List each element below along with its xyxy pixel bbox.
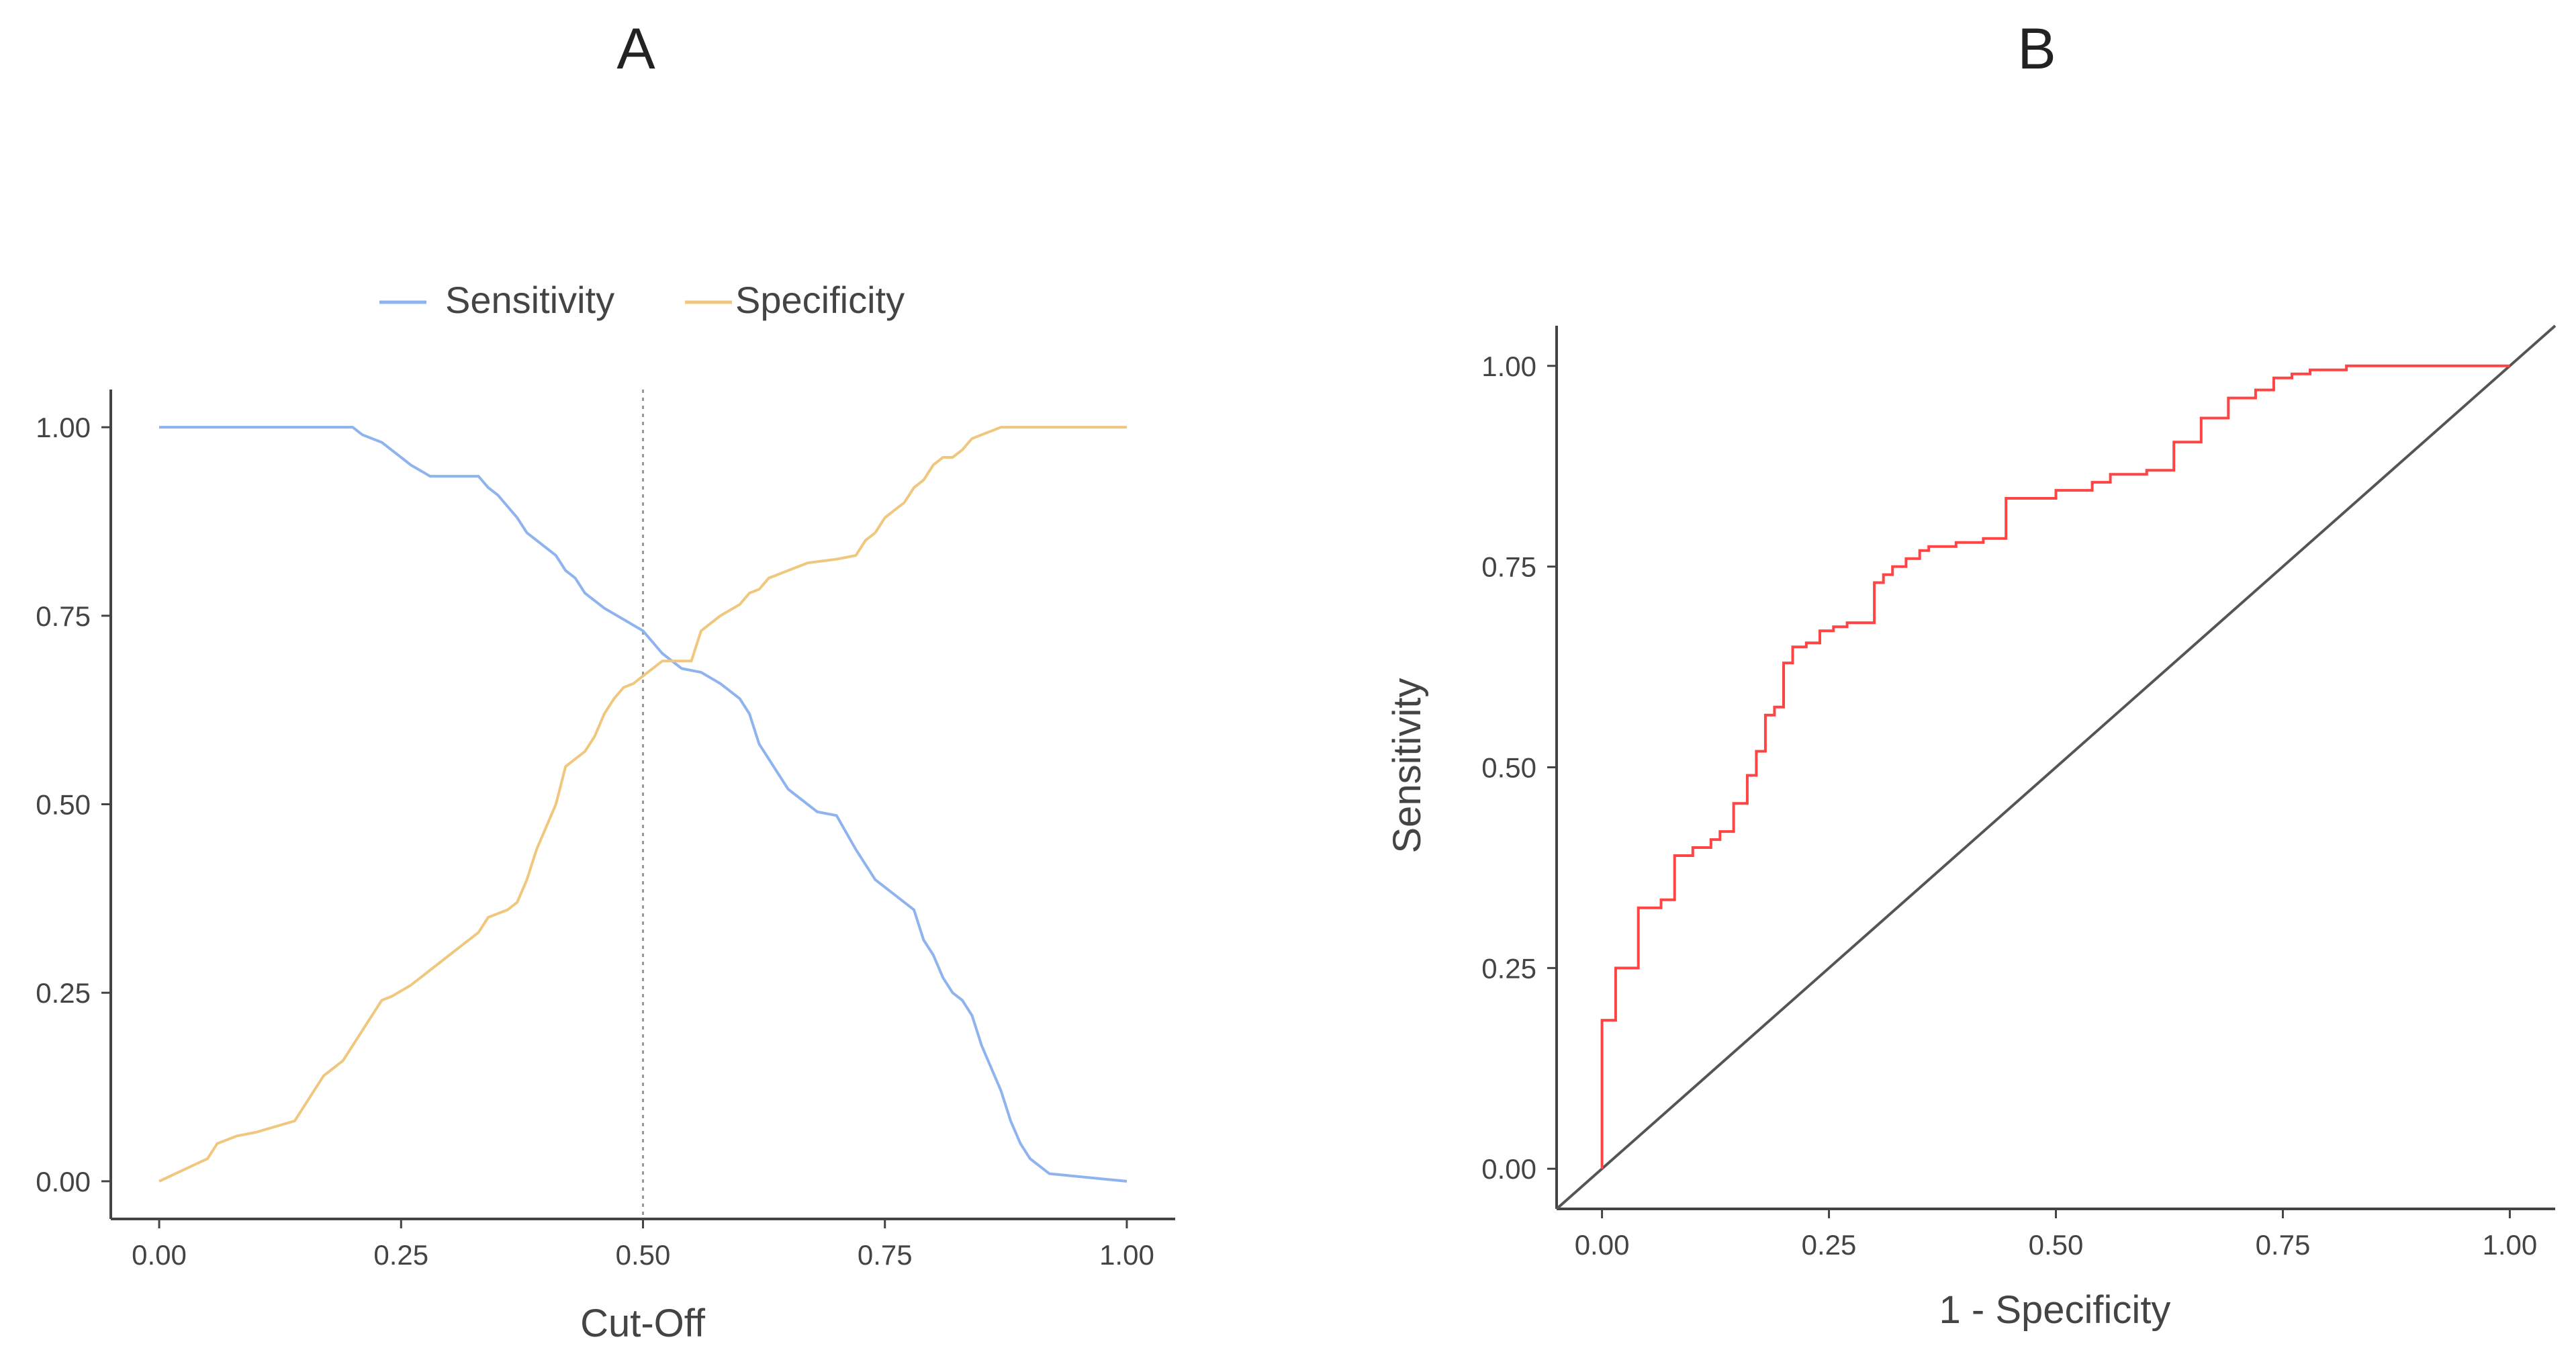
panel-a-xlabel: Cut-Off: [580, 1302, 706, 1345]
panel-a: A Sensitivity Specificity 0.000.000.250.…: [36, 17, 1175, 1345]
panel-a-y-tick-label: 0.50: [36, 789, 91, 821]
panel-b-x-tick-label: 0.25: [1802, 1229, 1857, 1261]
panel-a-title: A: [616, 17, 655, 81]
panel-b-y-tick-label: 0.25: [1481, 952, 1536, 984]
reference-diagonal-line: [1555, 324, 2557, 1210]
panel-a-x-tick-label: 0.00: [132, 1239, 187, 1271]
panel-a-y-tick-label: 0.25: [36, 977, 91, 1009]
panel-b-x-tick-label: 0.75: [2256, 1229, 2311, 1261]
panel-a-x-tick-label: 0.50: [616, 1239, 671, 1271]
panel-b-x-tick-label: 1.00: [2483, 1229, 2538, 1261]
panel-a-y-tick-label: 0.00: [36, 1166, 91, 1197]
panel-b-x-tick-label: 0.50: [2029, 1229, 2084, 1261]
panel-a-x-tick-label: 0.25: [373, 1239, 428, 1271]
roc-curve-line: [1600, 364, 2510, 1169]
panel-b-y-tick-label: 0.75: [1481, 551, 1536, 583]
panel-b-ylabel: Sensitivity: [1385, 678, 1429, 853]
panel-b-xlabel: 1 - Specificity: [1939, 1288, 2171, 1332]
sensitivity-line: [159, 426, 1128, 1183]
panel-b-y-tick-label: 1.00: [1481, 351, 1536, 382]
panel-a-y-tick-label: 0.75: [36, 600, 91, 632]
panel-b-title: B: [2017, 17, 2056, 81]
panel-b-y-tick-label: 0.50: [1481, 752, 1536, 784]
specificity-line: [158, 426, 1127, 1183]
panel-b: B 0.00 0.00 0.25 0.25 0.50 0.50 0.75 0.75 1.00 1.…: [1385, 17, 2557, 1332]
panel-a-x-tick-label: 0.75: [858, 1239, 913, 1271]
panel-b-y-tick-label: 0.00: [1481, 1153, 1536, 1185]
legend-sensitivity-label: Sensitivity: [445, 279, 614, 321]
panel-a-x-tick-label: 1.00: [1099, 1239, 1154, 1271]
panel-b-x-tick-label: 0.00: [1575, 1229, 1630, 1261]
panel-a-y-tick-label: 1.00: [36, 412, 91, 443]
legend: Sensitivity Specificity: [379, 279, 905, 321]
legend-specificity-label: Specificity: [735, 279, 905, 321]
panel-b-axes: 0.00 0.00 0.25 0.25 0.50 0.50 0.75 0.75 1.00 1.00: [1481, 326, 2555, 1261]
panel-a-axes: 0.00 0.00 0.25 0.25 0.50 0.50 0.75 0.75 1.00 1.00: [36, 390, 1175, 1271]
